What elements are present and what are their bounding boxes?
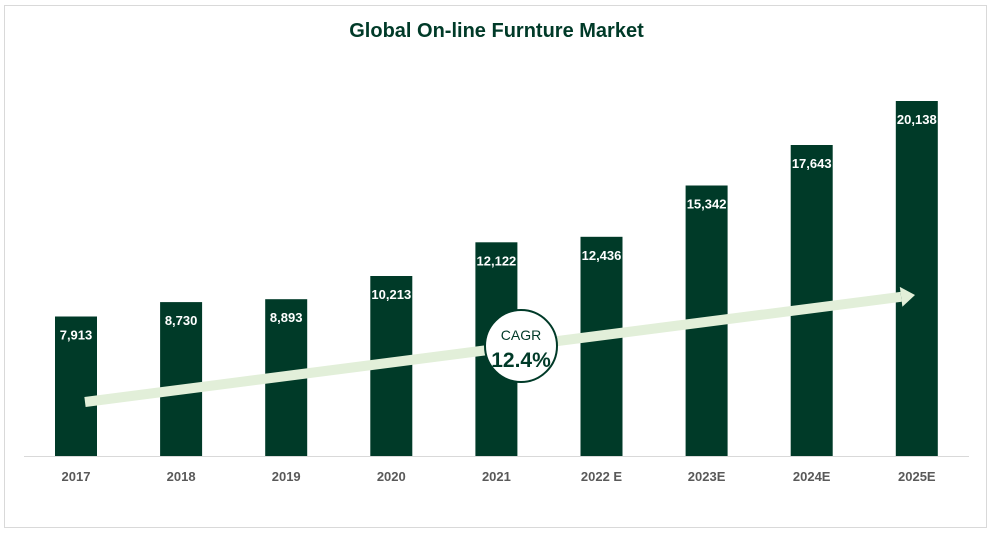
- value-label: 8,730: [165, 313, 198, 328]
- cagr-badge: CAGR 12.4%: [484, 309, 558, 383]
- cagr-circle: [484, 309, 558, 383]
- x-tick-label: 2018: [167, 469, 196, 484]
- bars-layer: 7,913 8,730 8,893 10,213 12,122 12,436 15,342 1…: [55, 101, 938, 456]
- value-label: 12,122: [477, 253, 517, 268]
- bar-2018: [160, 302, 203, 456]
- bar-2024e: [790, 145, 833, 456]
- value-label: 17,643: [792, 156, 832, 171]
- value-label: 15,342: [687, 197, 727, 212]
- x-tick-label: 2025E: [898, 469, 936, 484]
- cagr-caption: CAGR: [501, 327, 541, 343]
- x-tick-label: 2023E: [688, 469, 726, 484]
- x-tick-labels: 2017 2018 2019 2020 2021 2022 E 2023E 2024E 2025…: [62, 469, 936, 484]
- value-label: 12,436: [582, 248, 622, 263]
- bar-2025e: [895, 101, 938, 456]
- cagr-arrow-head: [899, 286, 915, 307]
- value-label: 20,138: [897, 112, 937, 127]
- chart-title: Global On-line Furnture Market: [349, 20, 644, 42]
- x-tick-label: 2021: [482, 469, 511, 484]
- cagr-value: 12.4%: [491, 349, 551, 372]
- x-tick-label: 2019: [272, 469, 301, 484]
- x-tick-label: 2017: [62, 469, 91, 484]
- bar-2017: [55, 316, 97, 456]
- x-tick-label: 2022 E: [581, 469, 623, 484]
- value-label: 8,893: [270, 310, 303, 325]
- value-label: 10,213: [371, 287, 411, 302]
- x-tick-label: 2024E: [793, 469, 831, 484]
- bar-2022-e: [580, 236, 623, 456]
- value-label: 7,913: [60, 328, 93, 343]
- x-tick-label: 2020: [377, 469, 406, 484]
